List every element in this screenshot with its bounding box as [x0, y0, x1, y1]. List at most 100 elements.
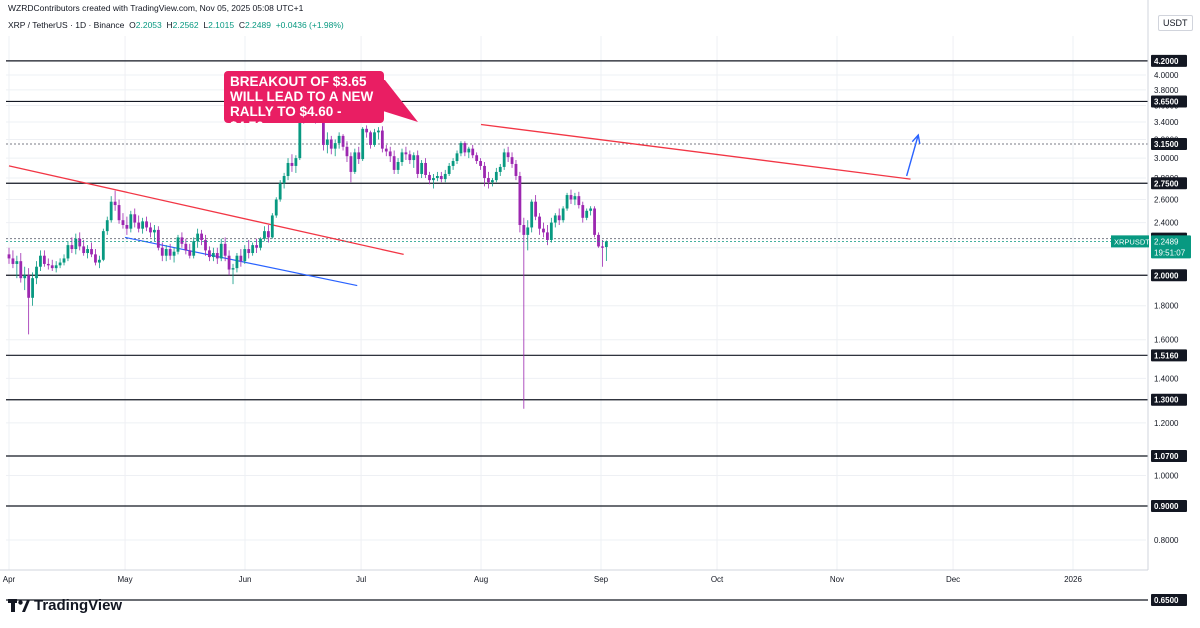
level-price-badge [1151, 269, 1187, 282]
candle-body [365, 128, 369, 133]
level-price-badge [1151, 499, 1187, 512]
price-axis[interactable]: 4.00003.80003.60003.40003.20003.00002.80… [1147, 0, 1187, 606]
candle-body [23, 275, 27, 279]
currency-unit-button[interactable]: USDT [1158, 15, 1193, 31]
candle-body [227, 255, 231, 270]
candle-body [542, 228, 545, 233]
low-value: 2.1015 [208, 20, 235, 30]
candle-body [286, 162, 290, 176]
candle-body [408, 154, 412, 161]
candle-body [7, 254, 11, 259]
candle-body [329, 139, 333, 149]
candle-body [282, 175, 286, 184]
change-value: +0.0436 (+1.98%) [275, 20, 344, 30]
candle-body [384, 148, 388, 152]
candle-body [549, 222, 553, 240]
candle-body [97, 259, 101, 263]
candle-body [54, 265, 58, 269]
chart-grid [6, 36, 1146, 570]
candle-body [74, 238, 78, 250]
close-label: C [238, 20, 245, 30]
candle-body [432, 178, 435, 181]
candle-body [530, 201, 534, 228]
candle-body [251, 245, 255, 254]
trendline [8, 165, 404, 256]
time-axis[interactable]: Apr May Jun Jul Aug Sep Oct Nov Dec 2026 [0, 569, 1148, 584]
symbol-info-bar: XRP / TetherUS · 1D · Binance O2.2053 H2… [8, 20, 344, 30]
time-tick-label: Jun [239, 575, 252, 584]
current-price-badge [1151, 235, 1191, 259]
candle-body [176, 237, 180, 252]
candle-body [506, 152, 510, 158]
time-tick-label: Oct [711, 575, 724, 584]
time-tick-label: Sep [594, 575, 609, 584]
candle-body [538, 216, 541, 229]
candle-body [31, 278, 34, 298]
level-price-badge [1151, 593, 1187, 606]
candle-body [597, 234, 600, 247]
trendline [480, 123, 911, 180]
candle-body [42, 255, 46, 264]
candle-body [455, 153, 459, 162]
price-tick-label: 4.0000 [1154, 71, 1179, 80]
chart-attribution: WZRDContributors created with TradingVie… [8, 3, 304, 13]
candle-body [137, 222, 141, 229]
candle-body [196, 233, 200, 242]
symbol-badge-label: XRPUSDT [1114, 237, 1150, 246]
candle-body [424, 162, 427, 175]
candle-body [211, 253, 215, 258]
low-label: L [203, 20, 209, 30]
time-tick-label: Aug [474, 575, 488, 584]
candle-body [322, 109, 325, 145]
candle-body [19, 261, 23, 279]
candle-body [90, 249, 93, 255]
candle-body [553, 215, 557, 223]
symbol-name[interactable]: XRP / TetherUS · 1D · Binance [8, 20, 125, 30]
candle-body [15, 261, 19, 264]
candle-body [416, 155, 420, 174]
candle-body [459, 143, 463, 154]
tradingview-logo[interactable]: TradingView [8, 597, 122, 614]
candle-body [341, 135, 345, 147]
price-tick-label: 2.4000 [1154, 219, 1179, 228]
projection-arrow [905, 133, 921, 177]
candle-body [483, 165, 486, 179]
candle-body [192, 241, 196, 256]
candle-body [396, 161, 400, 170]
candle-body [290, 162, 294, 166]
price-tick-label: 3.4000 [1154, 118, 1179, 127]
candle-body [388, 151, 392, 157]
candle-body [78, 238, 82, 247]
candle-body [266, 231, 270, 238]
candle-body [35, 266, 38, 279]
candle-body [498, 166, 502, 172]
candle-body [94, 254, 97, 263]
tradingview-logo-text: TradingView [34, 597, 123, 614]
arrow-head [911, 133, 921, 144]
candle-body [141, 221, 145, 229]
candle-body [467, 148, 471, 153]
candle-body [361, 128, 365, 160]
candle-body [345, 146, 349, 157]
current-price-label: 2.2489 [1154, 237, 1179, 246]
candle-body [569, 195, 573, 200]
candle-body [270, 215, 274, 238]
candle-body [593, 208, 596, 235]
candle-body [208, 250, 211, 258]
candle-body [561, 208, 565, 221]
high-label: H [166, 20, 173, 30]
candle-body [333, 143, 337, 149]
candle-body [82, 246, 86, 254]
candle-body [392, 156, 396, 170]
candle-body [565, 195, 569, 209]
current-price-marker: XRPUSDT 2.2489 19:51:07 [6, 235, 1191, 259]
candle-body [11, 258, 15, 264]
candle-body [180, 237, 184, 244]
candle-body [601, 246, 604, 248]
price-tick-label: 1.0000 [1154, 472, 1179, 481]
candle-countdown-label: 19:51:07 [1154, 248, 1186, 257]
open-value: 2.2053 [135, 20, 162, 30]
level-price-label: 4.2000 [1154, 57, 1179, 66]
candle-body [494, 171, 498, 181]
